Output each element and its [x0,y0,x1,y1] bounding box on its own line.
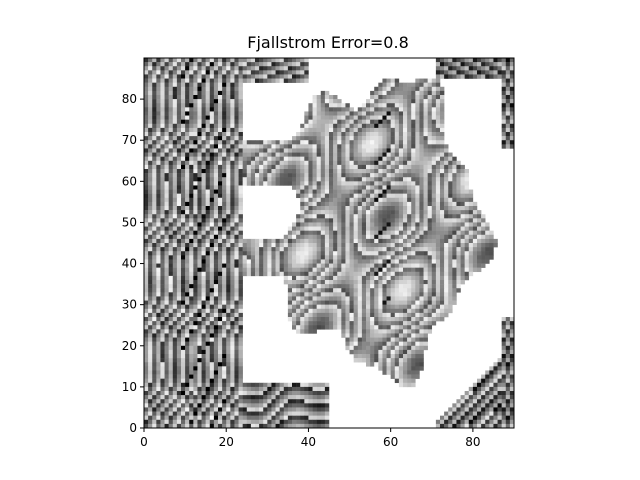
chart-title: Fjallstrom Error=0.8 [247,33,409,52]
x-tick-label: 0 [140,435,148,449]
y-tick-label: 50 [122,215,137,229]
y-tick-label: 30 [122,298,137,312]
y-tick-label: 70 [122,133,137,147]
x-tick-label: 40 [301,435,316,449]
heatmap-image [144,58,514,428]
plot-frame [143,57,515,429]
x-tick-label: 80 [465,435,480,449]
y-tick-label: 60 [122,174,137,188]
y-tick-label: 80 [122,92,137,106]
y-tick-label: 40 [122,257,137,271]
x-tick-label: 60 [383,435,398,449]
y-axis: 0 10 20 30 40 50 60 70 80 [122,92,144,435]
y-tick-label: 10 [122,380,137,394]
x-axis: 0 20 40 60 80 [140,428,481,449]
y-tick-label: 20 [122,339,137,353]
x-tick-label: 20 [219,435,234,449]
y-tick-label: 0 [129,421,137,435]
